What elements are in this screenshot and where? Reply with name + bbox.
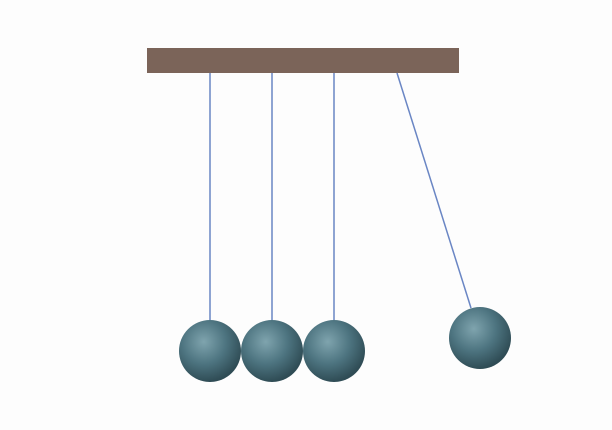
ball-1 xyxy=(179,320,241,382)
ball-3 xyxy=(303,320,365,382)
support-bar xyxy=(147,48,459,73)
string-4 xyxy=(396,72,472,309)
ball-4 xyxy=(449,307,511,369)
ball-2 xyxy=(241,320,303,382)
